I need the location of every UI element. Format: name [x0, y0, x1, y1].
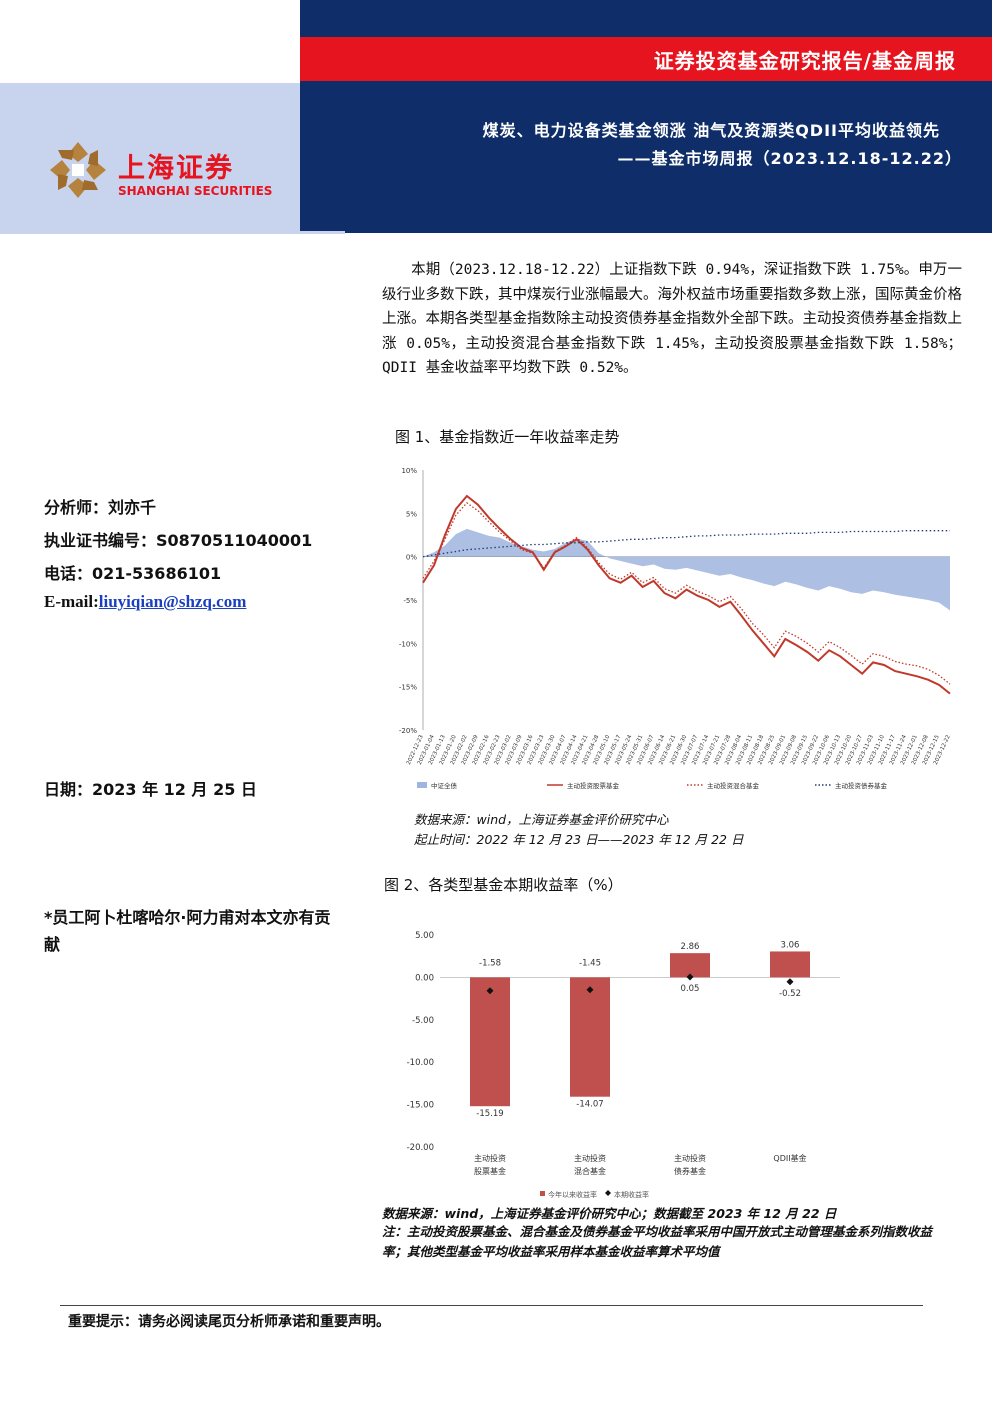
legend-label: 今年以来收益率: [548, 1190, 597, 1199]
y-tick-label: 5.00: [415, 931, 434, 941]
y-tick-label: 10%: [401, 467, 417, 475]
point-marker: [586, 986, 594, 994]
bar: [670, 953, 710, 978]
analyst-email-row: E-mail:liuyiqian@shzq.com: [44, 592, 246, 612]
point-marker: [786, 978, 794, 986]
figure1-period: 起止时间：2022 年 12 月 23 日——2023 年 12 月 22 日: [414, 832, 744, 847]
bar-label: -14.07: [576, 1100, 603, 1110]
bar: [470, 977, 510, 1107]
point-label: 0.05: [681, 984, 700, 994]
figure2-title: 图 2、各类型基金本期收益率（%）: [384, 876, 623, 894]
report-date: 日期：2023 年 12 月 25 日: [44, 780, 257, 799]
point-marker: [486, 987, 494, 995]
legend-label: 主动投资混合基金: [707, 781, 760, 790]
report-title: 煤炭、电力设备类基金领涨 油气及资源类QDII平均收益领先: [482, 121, 940, 140]
figure1-title: 图 1、基金指数近一年收益率走势: [395, 428, 620, 446]
analyst-name: 分析师：刘亦千: [44, 498, 157, 517]
bar-label: -15.19: [476, 1109, 503, 1119]
report-type: 证券投资基金研究报告/基金周报: [653, 49, 956, 73]
header-logo-panel: [0, 83, 300, 233]
header-red-band: [300, 37, 992, 81]
series-area-中证全债: [423, 528, 950, 611]
y-tick-label: -15%: [399, 684, 417, 692]
legend-label: 本期收益率: [614, 1190, 649, 1199]
legend-label: 主动投资债券基金: [835, 781, 888, 790]
bar: [770, 951, 810, 978]
y-tick-label: -20.00: [407, 1143, 434, 1153]
y-tick-label: 0%: [406, 554, 417, 562]
y-tick-label: -5%: [403, 597, 417, 605]
bar-label: 2.86: [681, 942, 700, 952]
y-tick-label: -10%: [399, 640, 417, 648]
x-category-label: 主动投资: [674, 1153, 706, 1163]
legend-swatch: [540, 1191, 545, 1196]
x-category-label: 主动投资: [474, 1153, 506, 1163]
x-category-label: 主动投资: [574, 1153, 606, 1163]
email-label: E-mail:: [44, 592, 99, 611]
point-label: -1.45: [579, 958, 601, 968]
point-label: -1.58: [479, 958, 501, 968]
figure1-chart: 10%5%0%-5%-10%-15%-20%2022-12-232023-01-…: [399, 467, 952, 790]
legend-label: 主动投资股票基金: [567, 781, 620, 790]
logo-cn-text: 上海证券: [118, 153, 234, 184]
y-tick-label: -10.00: [407, 1058, 434, 1068]
y-tick-label: -20%: [399, 727, 417, 735]
y-tick-label: -5.00: [412, 1016, 434, 1026]
x-category-label: QDII基金: [773, 1153, 806, 1163]
x-category-label: 混合基金: [574, 1166, 606, 1176]
contribution-note: *员工阿卜杜喀哈尔·阿力甫对本文亦有贡献: [44, 908, 331, 954]
email-link[interactable]: liuyiqian@shzq.com: [98, 592, 247, 611]
figure2-source: 数据来源：wind，上海证券基金评价研究中心；数据截至 2023 年 12 月 …: [382, 1206, 837, 1221]
summary-text: 本期（2023.12.18-12.22）上证指数下跌 0.94%，深证指数下跌 …: [382, 262, 962, 376]
series-line-主动投资股票基金: [422, 494, 951, 695]
bar: [570, 977, 610, 1097]
logo-icon: [50, 142, 106, 198]
figure1-source: 数据来源：wind，上海证券基金评价研究中心: [414, 812, 669, 827]
figure2-chart: 5.00 0.00 -5.00 -10.00 -15.00 -20.00 -15.19 -1.…: [407, 931, 840, 1199]
header-divider: [0, 231, 345, 234]
series-line-主动投资混合基金: [422, 502, 951, 685]
legend-swatch: [417, 782, 427, 788]
logo-en-text: SHANGHAI SECURITIES: [118, 184, 273, 198]
summary-paragraph: 本期（2023.12.18-12.22）上证指数下跌 0.94%，深证指数下跌 …: [382, 258, 962, 381]
y-tick-label: -15.00: [407, 1101, 434, 1111]
x-category-label: 债券基金: [674, 1166, 706, 1176]
legend-swatch: [605, 1190, 611, 1196]
point-label: -0.52: [779, 989, 801, 999]
x-category-label: 股票基金: [474, 1166, 506, 1176]
series-line-主动投资债券基金: [422, 530, 950, 558]
footer-notice: 重要提示：请务必阅读尾页分析师承诺和重要声明。: [68, 1314, 390, 1330]
y-tick-label: 0.00: [415, 973, 434, 983]
report-subtitle: ——基金市场周报（2023.12.18-12.22）: [617, 149, 962, 168]
legend-label: 中证全债: [431, 781, 458, 790]
analyst-phone: 电话：021-53686101: [44, 564, 222, 583]
bar-label: 3.06: [781, 940, 800, 950]
footer-divider: [60, 1305, 923, 1306]
y-tick-label: 5%: [406, 510, 417, 518]
analyst-cert: 执业证书编号：S0870511040001: [44, 531, 313, 550]
point-marker: [686, 973, 694, 981]
figure2-note: 注：主动投资股票基金、混合基金及债券基金平均收益率采用中国开放式主动管理基金系列…: [382, 1224, 933, 1259]
